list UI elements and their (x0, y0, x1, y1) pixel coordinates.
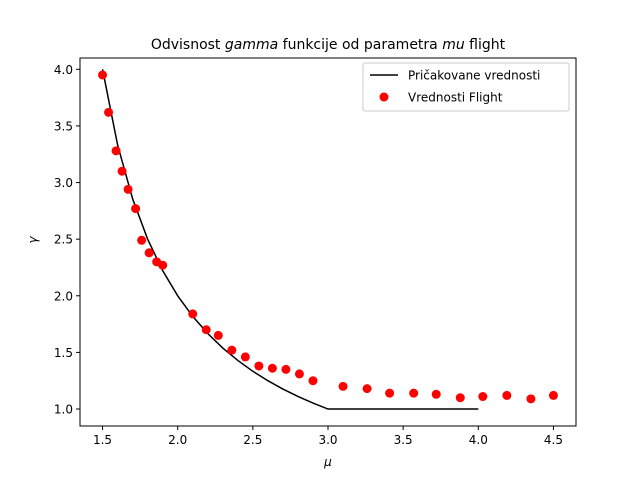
x-tick-label: 3.5 (394, 433, 413, 447)
data-point-flight (502, 390, 512, 400)
y-tick-label: 3.5 (54, 119, 73, 133)
data-point-flight (338, 381, 348, 391)
data-point-flight (137, 235, 147, 245)
y-tick-label: 2.5 (54, 233, 73, 247)
data-point-flight (548, 390, 558, 400)
data-point-flight (267, 363, 277, 373)
x-tick-label: 2.5 (243, 433, 262, 447)
data-point-flight (308, 376, 318, 386)
data-point-flight (98, 70, 108, 80)
legend-label-expected: Pričakovane vrednosti (408, 69, 540, 83)
title-part-1: Odvisnost (151, 37, 225, 53)
data-point-flight (213, 330, 223, 340)
plot-area (98, 69, 558, 410)
title-part-3: funkcije od parametra (278, 37, 442, 53)
y-tick-label: 3.0 (54, 176, 73, 190)
legend-label-flight: Vrednosti Flight (408, 91, 503, 105)
data-point-flight (227, 345, 237, 355)
data-point-flight (104, 107, 114, 117)
x-axis-label: μ (323, 455, 332, 469)
data-point-flight (281, 364, 291, 374)
axes: 1.5 2.0 2.5 3.0 3.5 4.0 4.5 1.0 1.5 2.0 2.5 3.0 3.5 4… (54, 57, 577, 447)
data-point-flight (478, 392, 488, 402)
title-part-5: flight (465, 37, 506, 53)
data-point-flight (526, 394, 536, 404)
data-point-flight (409, 388, 419, 398)
x-tick-label: 3.0 (318, 433, 337, 447)
data-point-flight (131, 204, 141, 214)
data-point-flight (144, 248, 154, 258)
data-point-flight (455, 393, 465, 403)
data-point-flight (431, 389, 441, 399)
y-tick-label: 2.0 (54, 289, 73, 303)
legend: Pričakovane vrednosti Vrednosti Flight (362, 62, 570, 112)
y-tick-label: 1.0 (54, 403, 73, 417)
y-axis-label: γ (26, 236, 40, 244)
legend-box (362, 62, 570, 112)
title-part-4: mu (442, 37, 465, 53)
y-tick-label: 4.0 (54, 63, 73, 77)
chart-title: Odvisnost gamma funkcije od parametra mu… (151, 37, 506, 53)
x-tick-label: 2.0 (168, 433, 187, 447)
data-point-flight (385, 388, 395, 398)
y-tick-label: 1.5 (54, 346, 73, 360)
data-point-flight (240, 352, 250, 362)
x-tick-label: 4.5 (544, 433, 563, 447)
data-point-flight (254, 361, 264, 371)
x-tick-label: 4.0 (469, 433, 488, 447)
data-point-flight (294, 369, 304, 379)
data-point-flight (188, 309, 198, 319)
data-point-flight (201, 325, 211, 335)
data-point-flight (362, 384, 372, 394)
data-point-flight (111, 146, 121, 156)
data-point-flight (158, 260, 168, 270)
x-tick-label: 1.5 (93, 433, 112, 447)
title-part-2: gamma (225, 37, 278, 53)
data-point-flight (117, 166, 127, 176)
legend-marker-swatch (379, 92, 389, 102)
data-point-flight (123, 184, 133, 194)
